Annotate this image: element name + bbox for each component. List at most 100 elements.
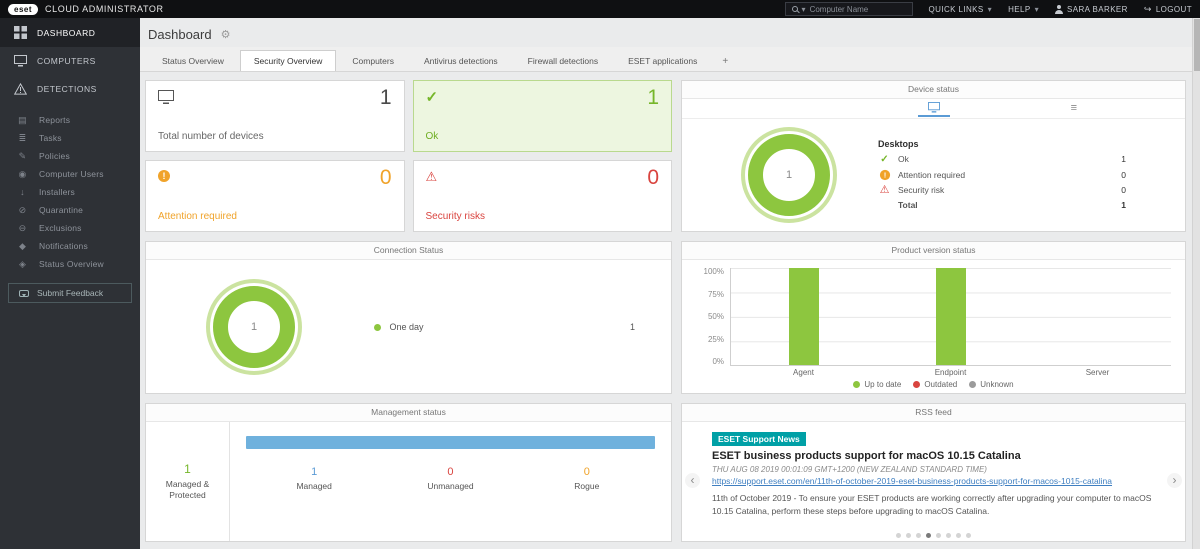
y-tick: 0% (712, 357, 724, 366)
stat-rogue[interactable]: 0 Rogue (519, 466, 655, 491)
security-risks-value: 0 (647, 166, 659, 189)
sidebar-item-label: Installers (39, 187, 76, 197)
tab-eset-applications[interactable]: ESET applications (628, 56, 698, 66)
rss-page-dot[interactable] (956, 533, 961, 538)
rss-headline: ESET business products support for macOS… (712, 450, 1021, 462)
rss-prev-button[interactable]: ‹ (685, 472, 700, 488)
tab-firewall-detections[interactable]: Firewall detections (527, 56, 599, 66)
vertical-scrollbar[interactable] (1192, 18, 1200, 549)
total-value: 1 (1121, 199, 1126, 210)
sidebar-item-installers[interactable]: ↓ Installers (0, 183, 140, 201)
legend-label: Unknown (980, 380, 1014, 389)
sidebar-item-computer-users[interactable]: ◉ Computer Users (0, 165, 140, 183)
stat-managed[interactable]: 1 Managed (246, 466, 382, 491)
rss-article-link[interactable]: https://support.eset.com/en/11th-of-octo… (712, 476, 1113, 486)
alert-circle-icon: ! (158, 170, 170, 182)
scrollbar-thumb[interactable] (1194, 19, 1200, 71)
managed-bar[interactable] (246, 436, 655, 449)
stat-label: Managed (296, 481, 332, 491)
reports-icon: ▤ (18, 114, 27, 125)
user-menu[interactable]: SARA BARKER (1054, 4, 1128, 14)
sidebar-item-quarantine[interactable]: ⊘ Quarantine (0, 201, 140, 219)
y-tick: 75% (707, 289, 724, 299)
chevron-down-icon[interactable]: ▾ (801, 4, 806, 14)
alert-circle-icon: ! (879, 169, 890, 180)
legend-row-attention[interactable]: ! Attention required 0 (878, 167, 1126, 183)
card-ok[interactable]: ✓ 1 Ok (412, 80, 672, 152)
panel-title: Product version status (682, 242, 1185, 260)
device-type-tab-desktops[interactable] (917, 100, 950, 117)
rss-page-dot[interactable] (926, 533, 931, 538)
sidebar-item-label: DETECTIONS (37, 84, 97, 94)
stat-value: 0 (447, 466, 454, 478)
legend-row-total: Total 1 (878, 198, 1126, 212)
legend-row-security-risk[interactable]: ⚠ Security risk 0 (878, 183, 1126, 198)
feedback-label: Submit Feedback (37, 288, 104, 298)
legend-dot (969, 381, 977, 388)
monitor-icon (14, 55, 27, 67)
bar-agent[interactable] (789, 268, 820, 365)
logout-icon: ↪ (1143, 3, 1152, 14)
legend-row-ok[interactable]: ✓ Ok 1 (878, 152, 1126, 167)
tab-computers[interactable]: Computers (352, 56, 394, 66)
tab-status-overview[interactable]: Status Overview (162, 56, 224, 66)
sidebar-item-computers[interactable]: COMPUTERS (0, 47, 140, 75)
sidebar-item-label: Reports (39, 115, 71, 125)
connection-status-legend: One day 1 (374, 322, 635, 332)
risk-triangle-icon: ⚠ (879, 183, 890, 196)
rss-page-dot[interactable] (936, 533, 941, 538)
legend-up-to-date[interactable]: Up to date (853, 380, 901, 389)
legend-row-one-day[interactable]: One day (374, 322, 424, 332)
legend-dot (853, 381, 861, 388)
card-total-devices[interactable]: 1 Total number of devices (145, 80, 405, 152)
quick-links-menu[interactable]: QUICK LINKS ▾ (929, 5, 993, 14)
rss-page-dot[interactable] (966, 533, 971, 538)
rss-page-dot[interactable] (946, 533, 951, 538)
connection-status-donut[interactable]: 1 (206, 278, 302, 375)
ok-label: Ok (425, 131, 439, 142)
tab-security-overview[interactable]: Security Overview (239, 50, 337, 71)
computer-search[interactable]: ▾ (784, 2, 913, 16)
add-tab-button[interactable]: + (722, 56, 729, 67)
sidebar-item-dashboard[interactable]: DASHBOARD (0, 18, 140, 47)
rss-page-dot[interactable] (896, 533, 901, 538)
topbar: eset CLOUD ADMINISTRATOR ▾ QUICK LINKS ▾… (0, 0, 1200, 18)
submit-feedback-button[interactable]: Submit Feedback (8, 283, 132, 303)
tasks-icon: ≣ (18, 132, 27, 143)
attention-label: Attention required (158, 211, 237, 222)
policies-icon: ✎ (18, 150, 27, 161)
card-attention-required[interactable]: ! 0 Attention required (145, 160, 405, 232)
panel-product-version-status: Product version status 100% 75% 50% 25% … (681, 241, 1186, 394)
tab-antivirus-detections[interactable]: Antivirus detections (423, 56, 498, 66)
sidebar-item-exclusions[interactable]: ⊖ Exclusions (0, 219, 140, 237)
sidebar-item-label: DASHBOARD (37, 27, 96, 38)
rss-next-button[interactable]: › (1167, 472, 1182, 488)
sidebar-item-tasks[interactable]: ≣ Tasks (0, 129, 140, 147)
legend-unknown[interactable]: Unknown (969, 380, 1014, 389)
logout-button[interactable]: ↪ LOGOUT (1144, 4, 1192, 15)
panel-title: Device status (682, 81, 1185, 99)
eset-logo: eset (8, 3, 39, 15)
card-security-risks[interactable]: ⚠ 0 Security risks (412, 160, 672, 232)
stat-unmanaged[interactable]: 0 Unmanaged (382, 466, 518, 491)
legend-label: Attention required (898, 169, 966, 180)
search-input[interactable] (809, 4, 896, 14)
sidebar-item-status-overview[interactable]: ◈ Status Overview (0, 255, 140, 273)
sidebar-item-reports[interactable]: ▤ Reports (0, 111, 140, 129)
plot-area (730, 268, 1171, 366)
rss-page-dot[interactable] (906, 533, 911, 538)
legend-dot (913, 381, 921, 388)
sidebar-item-policies[interactable]: ✎ Policies (0, 147, 140, 165)
quarantine-icon: ⊘ (18, 204, 27, 215)
sidebar-item-detections[interactable]: DETECTIONS (0, 75, 140, 103)
legend-outdated[interactable]: Outdated (913, 380, 957, 389)
hamburger-menu-icon[interactable]: ≡ (1070, 102, 1077, 114)
sidebar-item-notifications[interactable]: ◆ Notifications (0, 237, 140, 255)
dashboard-settings-icon[interactable]: ⚙ (220, 29, 231, 41)
help-menu[interactable]: HELP ▾ (1008, 5, 1039, 14)
rss-page-dot[interactable] (916, 533, 921, 538)
security-risks-label: Security risks (425, 211, 485, 222)
device-status-donut[interactable]: 1 (741, 127, 837, 223)
legend-label: Outdated (924, 380, 958, 389)
bar-endpoint[interactable] (936, 268, 966, 365)
